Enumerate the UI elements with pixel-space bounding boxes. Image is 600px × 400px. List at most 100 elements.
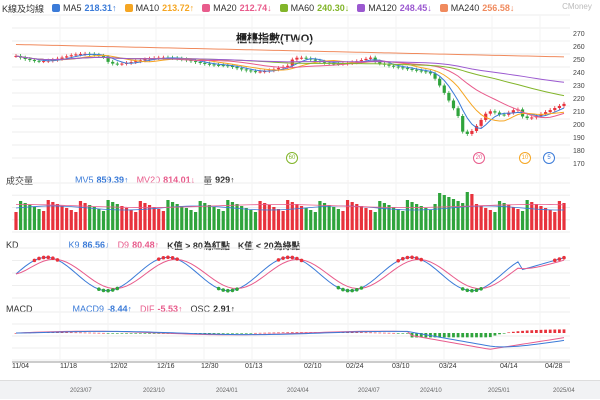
osc-bar [548, 329, 552, 333]
osc-bar [502, 333, 506, 334]
ma240-line [15, 44, 565, 58]
volume-bar [387, 205, 391, 230]
osc-bar [231, 333, 234, 334]
volume-bar [129, 210, 133, 230]
volume-bar [46, 200, 50, 230]
osc-bar [300, 332, 303, 333]
volume-bar [170, 202, 175, 230]
volume-bar [424, 208, 428, 230]
volume-bar [355, 204, 359, 230]
candle-body [488, 111, 492, 114]
checkbox-icon [279, 4, 288, 12]
candle-body [479, 119, 483, 126]
k9-toggle[interactable]: K9 86.56↓ [69, 240, 110, 250]
volume-bar [364, 208, 368, 230]
volume-bar [212, 207, 216, 230]
kd-red-dot [55, 258, 60, 262]
ma120-toggle[interactable]: MA120 248.45↓ [357, 3, 432, 13]
kd-red-dot [285, 255, 290, 260]
kd-red-dot [401, 256, 405, 261]
ma5-toggle[interactable]: MA5 218.31↑ [52, 3, 117, 13]
volume-bar [341, 211, 345, 230]
kd-red-dot [299, 258, 304, 263]
d-line [15, 258, 565, 290]
kd-red-dot [414, 256, 419, 260]
ma60-toggle[interactable]: MA60 240.30↓ [279, 3, 349, 13]
macd9-toggle[interactable]: MACD9 -8.44↑ [73, 304, 133, 314]
kd-red-dot [281, 256, 285, 260]
candle-body [433, 73, 437, 79]
volume-bar [461, 203, 465, 230]
volume-bar [55, 204, 60, 230]
volume-bar [28, 205, 32, 230]
volume-bar [534, 204, 538, 230]
kd-green-dot [359, 286, 364, 290]
osc-bar [392, 332, 396, 334]
marker-5[interactable]: 5 [543, 152, 555, 164]
osc-bar [277, 332, 280, 334]
ma240-value: 256.58↓ [482, 3, 515, 13]
volume-bar [217, 209, 221, 230]
marker-20[interactable]: 20 [473, 152, 485, 164]
kd-red-dot [41, 255, 46, 260]
volume-bar [442, 195, 446, 230]
marker-10[interactable]: 10 [519, 152, 531, 164]
candle-body [553, 108, 557, 111]
marker-60[interactable]: 60 [286, 152, 298, 164]
macd9-line [15, 330, 565, 348]
x-tick: 04/14 [500, 363, 518, 370]
volume-bar [88, 205, 92, 230]
candle-body [410, 68, 414, 70]
ma20-label: MA20 [213, 3, 237, 13]
osc-bar [465, 333, 469, 338]
osc-bar [498, 333, 501, 335]
volume-bar [138, 201, 142, 230]
navigator-tick: 2023/10 [143, 388, 165, 394]
ma20-toggle[interactable]: MA20 212.74↓ [202, 3, 272, 13]
kd-red-dot [156, 257, 161, 261]
candle-body [235, 67, 239, 69]
volume-bar [51, 202, 55, 230]
macd-legend: MACD MACD9 -8.44↑ DIF -5.53↑ OSC 2.91↑ [6, 302, 243, 316]
volume-bar [134, 212, 138, 230]
candle-body [543, 112, 548, 115]
mv5-toggle[interactable]: MV5 859.39↑ [75, 175, 129, 185]
volume-bar [539, 206, 543, 230]
k9-value: 86.56↓ [82, 240, 110, 250]
volume-bar [161, 211, 165, 230]
kd-red-dot [51, 256, 55, 261]
mv20-toggle[interactable]: MV20 814.01↓ [137, 175, 196, 185]
price-tick: 250 [573, 57, 585, 64]
volume-bar [382, 203, 387, 230]
osc-bar [525, 330, 529, 333]
kd-green-dot [336, 285, 341, 290]
x-tick: 12/02 [110, 363, 128, 370]
kd-green-dot [106, 288, 110, 293]
osc-bar [152, 333, 156, 334]
osc-bar [56, 332, 59, 333]
volume-bar [120, 206, 124, 230]
osc-bar [530, 330, 534, 333]
volume-bar [221, 211, 225, 230]
d9-toggle[interactable]: D9 80.48↑ [118, 240, 160, 250]
osc-bar [226, 333, 230, 334]
candle-body [507, 112, 511, 115]
ma10-toggle[interactable]: MA10 213.72↑ [124, 3, 194, 13]
osc-bar [60, 332, 64, 333]
ma20-line [15, 55, 565, 119]
volume-bar [488, 210, 492, 230]
volume-bar [322, 203, 327, 230]
osc-bar [92, 332, 96, 334]
kd-green-dot [465, 288, 470, 293]
checkbox-icon [357, 4, 366, 12]
candle-body [465, 131, 469, 134]
price-tick: 180 [573, 148, 585, 155]
volume-legend-label: 成交量 [6, 175, 34, 186]
ma240-toggle[interactable]: MA240 256.58↓ [439, 3, 515, 13]
osc-bar [373, 332, 377, 334]
dif-toggle[interactable]: DIF -5.53↑ [140, 304, 183, 314]
volume-bar [299, 206, 304, 230]
ma5-value: 218.31↑ [84, 3, 117, 13]
range-navigator[interactable] [0, 380, 600, 399]
